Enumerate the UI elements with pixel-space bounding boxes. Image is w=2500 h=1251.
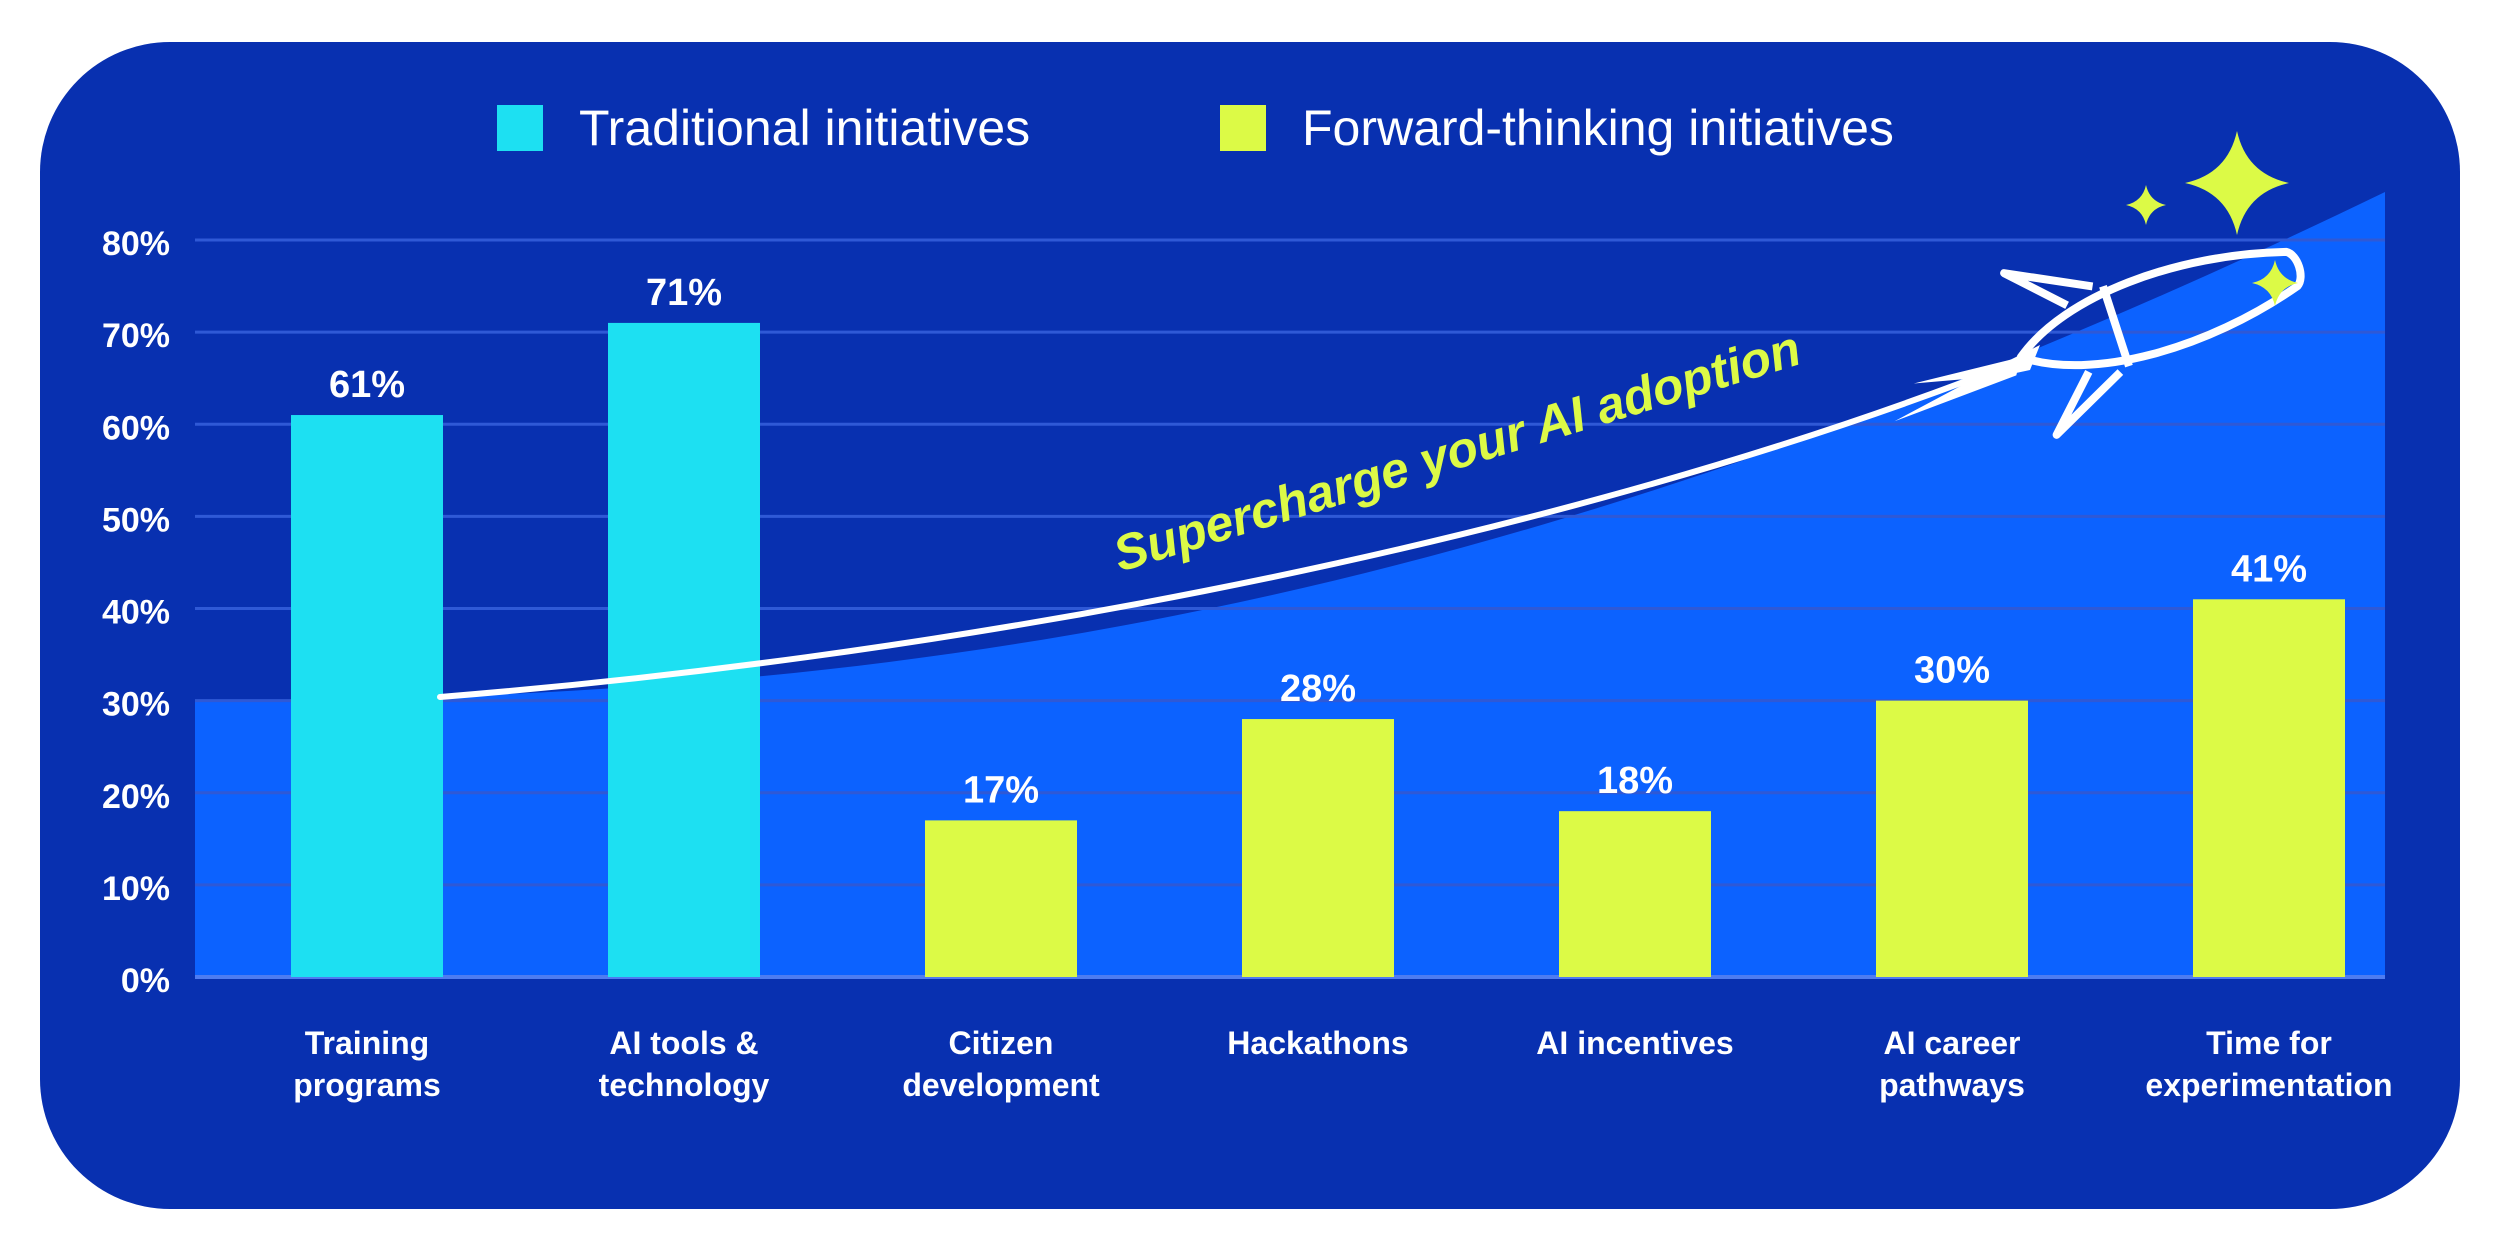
x-category-label: AI career pathways (1879, 1025, 2025, 1103)
y-tick-label: 20% (102, 778, 170, 816)
y-tick-label: 60% (102, 409, 170, 447)
y-tick-label: 50% (102, 501, 170, 539)
x-category-label: Time for experimentation (2145, 1025, 2392, 1103)
legend-label-traditional: Traditional initiatives (579, 100, 1031, 156)
y-tick-label: 0% (121, 962, 170, 1000)
bar (1242, 719, 1394, 977)
x-category-label: Citizen development (902, 1025, 1100, 1103)
sparkle-icon (2126, 185, 2166, 225)
rocket-exhaust (1894, 357, 2021, 422)
legend-item-forward: Forward-thinking initiatives (1220, 98, 1894, 158)
bar (925, 820, 1077, 977)
rocket-icon (1894, 247, 2305, 439)
bar-value-label: 30% (1914, 650, 1990, 692)
legend-swatch-forward (1220, 105, 1266, 151)
y-tick-label: 40% (102, 594, 170, 632)
y-tick-label: 70% (102, 317, 170, 355)
rocket-fin-bottom (2052, 369, 2124, 439)
rocket-fin-top (2000, 269, 2094, 309)
sparkle-icon (2252, 260, 2298, 306)
rocket-trail (437, 369, 1993, 700)
legend-label-forward: Forward-thinking initiatives (1302, 100, 1894, 156)
y-tick-label: 10% (102, 870, 170, 908)
rocket-band (2099, 284, 2133, 368)
x-category-label: Hackathons (1227, 1025, 1408, 1061)
y-tick-label: 30% (102, 686, 170, 724)
bar (608, 322, 760, 978)
x-category-label: AI tools & technology (599, 1025, 770, 1103)
bar-value-label: 28% (1280, 668, 1356, 710)
legend-item-traditional: Traditional initiatives (497, 98, 1030, 158)
x-category-label: Training programs (293, 1025, 441, 1103)
bar (291, 415, 443, 978)
x-category-label: AI incentives (1536, 1025, 1733, 1061)
legend-swatch-traditional (497, 105, 543, 151)
bar (1876, 700, 2028, 977)
bar-value-label: 71% (646, 272, 722, 314)
bar-value-label: 41% (2231, 548, 2307, 590)
bar-value-label: 17% (963, 769, 1039, 811)
y-tick-label: 80% (102, 225, 170, 263)
bar (1559, 811, 1711, 977)
bar (2193, 599, 2345, 977)
bar-value-label: 61% (329, 364, 405, 406)
bar-value-label: 18% (1597, 760, 1673, 802)
sparkle-icon (2185, 131, 2289, 235)
